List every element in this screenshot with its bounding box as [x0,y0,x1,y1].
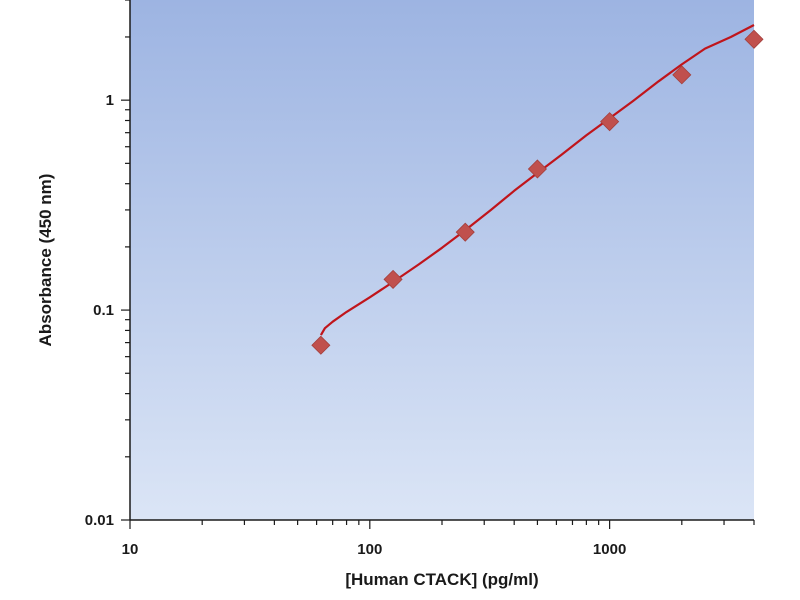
y-axis-title: Absorbance (450 nm) [36,174,55,347]
y-tick-label: 0.1 [93,302,114,319]
x-axis-title: [Human CTACK] (pg/ml) [345,570,538,589]
plot-background [130,0,754,520]
y-tick-label: 0.01 [85,512,114,529]
x-tick-label: 10 [122,541,139,558]
data-point [455,222,475,242]
data-point [672,65,692,85]
x-tick-label: 1000 [593,541,626,558]
data-point [383,269,403,289]
data-point [600,112,620,132]
x-tick-label: 100 [357,541,382,558]
data-point [744,29,764,49]
data-point [527,159,547,179]
data-point [311,335,331,355]
fit-curve [319,24,755,336]
y-tick-label: 1 [106,92,114,109]
